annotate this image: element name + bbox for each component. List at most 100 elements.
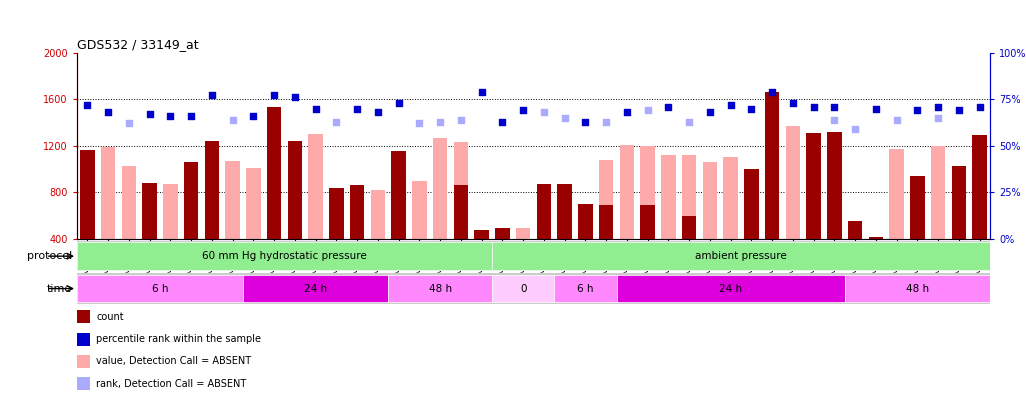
Point xyxy=(785,100,801,106)
Point xyxy=(930,103,946,110)
Bar xyxy=(844,275,990,302)
Point xyxy=(369,109,386,115)
Bar xyxy=(703,162,717,239)
Bar xyxy=(890,149,904,239)
Point xyxy=(536,109,552,115)
Point xyxy=(722,102,739,108)
Bar xyxy=(640,205,655,239)
Bar xyxy=(388,275,492,302)
Point xyxy=(930,115,946,121)
Bar xyxy=(101,147,115,239)
Point xyxy=(556,115,573,121)
Bar xyxy=(599,205,614,239)
Point xyxy=(432,118,448,125)
Bar xyxy=(243,275,388,302)
Point xyxy=(100,109,116,115)
Bar xyxy=(554,275,617,302)
Bar xyxy=(620,145,634,239)
Point xyxy=(473,89,489,95)
Bar xyxy=(492,275,554,302)
Bar xyxy=(661,155,676,239)
Point xyxy=(847,126,864,132)
Bar xyxy=(557,184,571,239)
Text: percentile rank within the sample: percentile rank within the sample xyxy=(96,334,262,344)
Bar xyxy=(287,141,302,239)
Point xyxy=(411,120,428,127)
Point xyxy=(681,118,698,125)
Point xyxy=(495,118,511,125)
Bar xyxy=(827,132,841,239)
Point xyxy=(702,109,718,115)
Point xyxy=(743,105,759,112)
Point xyxy=(391,100,407,106)
Text: ambient pressure: ambient pressure xyxy=(696,251,787,261)
Point xyxy=(889,117,905,123)
Text: 60 mm Hg hydrostatic pressure: 60 mm Hg hydrostatic pressure xyxy=(202,251,367,261)
Point xyxy=(909,107,925,114)
Bar xyxy=(617,275,844,302)
Bar xyxy=(267,107,281,239)
Bar xyxy=(80,150,94,239)
Bar xyxy=(329,188,344,239)
Point xyxy=(578,118,594,125)
Point xyxy=(764,89,781,95)
Point xyxy=(972,103,988,110)
Bar xyxy=(350,185,364,239)
Bar xyxy=(453,185,468,239)
Bar xyxy=(246,168,261,239)
Text: GDS532 / 33149_at: GDS532 / 33149_at xyxy=(77,38,199,51)
Point xyxy=(121,120,137,127)
Bar xyxy=(163,184,177,239)
Point xyxy=(452,117,469,123)
Point xyxy=(308,105,324,112)
Text: 0: 0 xyxy=(520,284,526,294)
Text: protocol: protocol xyxy=(27,251,72,261)
Bar xyxy=(599,160,614,239)
Bar xyxy=(143,183,157,239)
Point xyxy=(266,92,282,99)
Bar xyxy=(869,237,883,239)
Bar xyxy=(806,133,821,239)
Bar xyxy=(723,157,738,239)
Text: rank, Detection Call = ABSENT: rank, Detection Call = ABSENT xyxy=(96,379,246,389)
Point xyxy=(826,117,842,123)
Text: time: time xyxy=(46,284,72,294)
Bar xyxy=(474,230,489,239)
Bar xyxy=(184,162,198,239)
Text: 6 h: 6 h xyxy=(152,284,168,294)
Bar xyxy=(640,146,655,239)
Bar xyxy=(370,190,385,239)
Bar xyxy=(412,181,427,239)
Point xyxy=(868,105,884,112)
Point xyxy=(619,109,635,115)
Bar xyxy=(952,166,966,239)
Point xyxy=(639,107,656,114)
Bar xyxy=(682,216,697,239)
Bar xyxy=(910,176,924,239)
Bar xyxy=(578,204,593,239)
Text: 6 h: 6 h xyxy=(578,284,594,294)
Bar xyxy=(931,146,946,239)
Bar xyxy=(226,161,240,239)
Bar xyxy=(744,169,758,239)
Point xyxy=(826,103,842,110)
Text: 48 h: 48 h xyxy=(906,284,929,294)
Text: value, Detection Call = ABSENT: value, Detection Call = ABSENT xyxy=(96,356,251,367)
Bar xyxy=(682,155,697,239)
Bar xyxy=(391,151,406,239)
Bar xyxy=(973,135,987,239)
Point xyxy=(951,107,968,114)
Bar xyxy=(786,126,800,239)
Bar xyxy=(204,141,220,239)
Text: 24 h: 24 h xyxy=(304,284,327,294)
Text: count: count xyxy=(96,312,124,322)
Text: 24 h: 24 h xyxy=(719,284,742,294)
Point xyxy=(349,105,365,112)
Point xyxy=(286,94,303,100)
Bar xyxy=(537,184,551,239)
Bar xyxy=(765,92,780,239)
Bar xyxy=(492,243,990,270)
Bar xyxy=(847,222,863,239)
Bar xyxy=(77,275,243,302)
Point xyxy=(79,102,95,108)
